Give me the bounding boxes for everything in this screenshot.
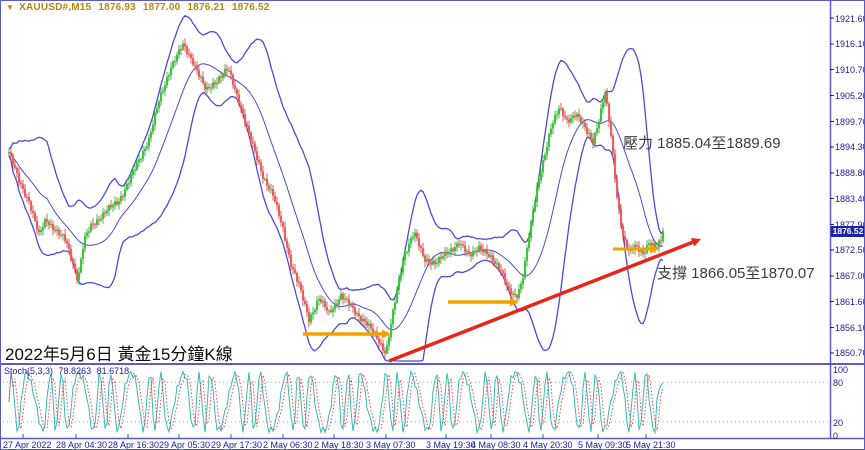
support-arrow-2-head xyxy=(510,297,519,307)
stoch-scale-label: 20 xyxy=(833,418,844,428)
price-axis-label: 1877.90 xyxy=(835,219,865,230)
price-axis-label: 1921.60 xyxy=(835,13,865,24)
stoch-signal-line xyxy=(8,371,664,432)
stoch-name: Stoch(5,3,3) xyxy=(4,366,54,376)
price-axis-label: 1883.40 xyxy=(835,193,865,204)
stoch-scale-label: 80 xyxy=(833,378,844,388)
price-axis-label: 1861.60 xyxy=(835,296,865,307)
time-tick-marks xyxy=(22,434,647,438)
current-price-tag: 1876.52 xyxy=(831,226,864,237)
symbol-dropdown-icon[interactable]: ▼ xyxy=(6,3,15,12)
stoch-main-line xyxy=(8,370,664,435)
resistance-annotation: 壓力 1885.04至1889.69 xyxy=(623,135,781,152)
price-axis-label: 1856.10 xyxy=(835,322,865,333)
price-axis-label: 1910.70 xyxy=(835,64,865,75)
price-axis-label: 1872.50 xyxy=(835,245,865,256)
price-axis-label: 1899.70 xyxy=(835,116,865,127)
trend-arrow-head xyxy=(690,238,701,247)
ohlc-low: 1876.21 xyxy=(187,2,225,13)
pane-separators xyxy=(1,1,864,440)
bollinger-lower-band xyxy=(8,91,664,362)
bollinger-bands xyxy=(8,15,664,362)
time-axis-label: 3 May 07:30 xyxy=(366,440,416,450)
time-axis-label: 4 May 20:30 xyxy=(523,440,573,450)
candles xyxy=(8,38,665,359)
bollinger-middle-band xyxy=(8,63,664,331)
price-axis-label: 1867.00 xyxy=(835,271,865,282)
price-axis-label: 1905.20 xyxy=(835,90,865,101)
support-arrow-1-head xyxy=(382,329,391,339)
stoch-indicator-label: Stoch(5,3,3) 78.8263 81.6718 xyxy=(4,366,132,376)
bollinger-upper-band xyxy=(8,15,664,301)
price-axis-label: 1916.10 xyxy=(835,39,865,50)
drawn-arrows[interactable] xyxy=(303,238,701,363)
support-arrow-3-head xyxy=(650,244,659,254)
time-axis-label: 28 Apr 04:30 xyxy=(56,440,108,450)
ohlc-high: 1877.00 xyxy=(142,2,181,13)
time-axis-label: 3 May 19:30 xyxy=(426,440,476,450)
time-axis-label: 28 Apr 16:30 xyxy=(108,440,160,450)
stoch-main-value: 78.8263 xyxy=(58,366,92,376)
time-axis-label: 29 Apr 05:30 xyxy=(159,440,211,450)
stoch-scale-label: 100 xyxy=(833,365,849,375)
price-axis-label: 1894.30 xyxy=(835,142,865,153)
date-title-annotation: 2022年5月6日 黃金15分鐘K線 xyxy=(5,345,233,364)
time-axis-label: 5 May 09:30 xyxy=(578,440,628,450)
price-axis-label: 1850.70 xyxy=(835,348,865,359)
time-axis-label: 5 May 21:30 xyxy=(626,440,676,450)
stoch-scale-label: 0 xyxy=(833,431,839,441)
time-axis-label: 4 May 08:30 xyxy=(471,440,521,450)
symbol-ohlc-header: ▼ XAUUSD#,M15 1876.93 1877.00 1876.21 18… xyxy=(6,2,274,13)
stoch-signal-value: 81.6718 xyxy=(96,366,130,376)
trend-arrow xyxy=(388,240,694,363)
time-axis-label: 2 May 06:30 xyxy=(263,440,313,450)
symbol-label: XAUUSD#,M15 xyxy=(19,2,92,13)
time-axis-label: 27 Apr 2022 xyxy=(3,440,52,450)
time-axis-label: 29 Apr 17:30 xyxy=(211,440,263,450)
support-annotation: 支撐 1866.05至1870.07 xyxy=(657,265,815,282)
stoch-pane xyxy=(3,370,829,435)
ohlc-close: 1876.52 xyxy=(231,2,270,13)
time-axis-label: 2 May 18:30 xyxy=(314,440,364,450)
ohlc-open: 1876.93 xyxy=(98,2,136,13)
price-axis-label: 1888.80 xyxy=(835,168,865,179)
